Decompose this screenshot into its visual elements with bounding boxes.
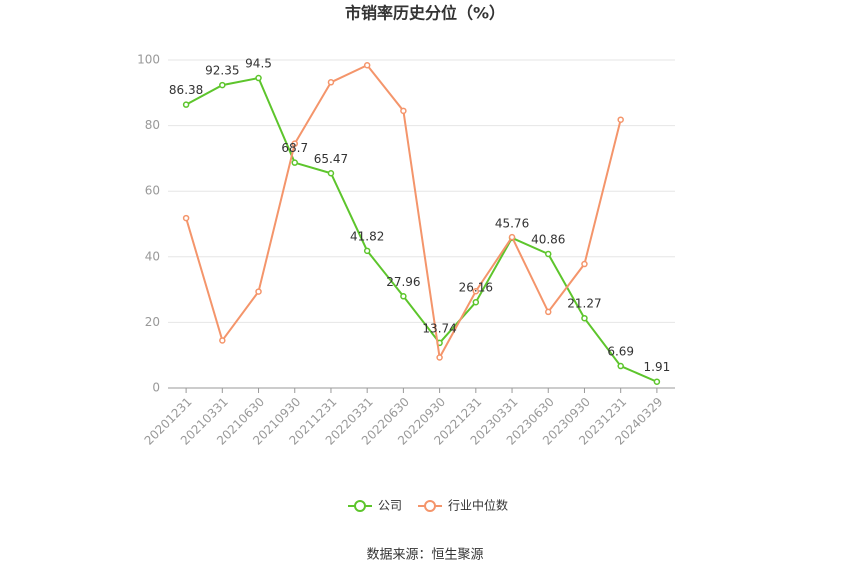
point bbox=[182, 214, 190, 222]
point bbox=[219, 81, 226, 89]
point bbox=[617, 362, 624, 370]
point bbox=[327, 170, 335, 177]
point bbox=[581, 314, 588, 322]
legend-label: 公司 bbox=[378, 499, 402, 513]
data-label: 27.96 bbox=[386, 275, 420, 289]
data-label: 94.5 bbox=[245, 57, 272, 71]
point bbox=[255, 74, 262, 82]
point bbox=[291, 159, 298, 166]
data-label: 6.69 bbox=[607, 345, 634, 359]
point bbox=[436, 354, 443, 361]
point bbox=[291, 140, 298, 147]
data-label: 92.35 bbox=[205, 64, 239, 78]
source: 数据来源：恒生聚源 bbox=[366, 548, 483, 563]
data-label: 1.91 bbox=[644, 360, 671, 374]
point bbox=[219, 337, 226, 344]
point bbox=[400, 107, 407, 115]
data-label: 65.47 bbox=[314, 152, 348, 166]
y-tick-label: 40 bbox=[145, 249, 160, 263]
point bbox=[363, 61, 371, 69]
data-label: 86.38 bbox=[169, 83, 203, 97]
chart-title: 市销率历史分位（%） bbox=[345, 4, 505, 23]
point bbox=[617, 116, 624, 123]
data-label: 26.16 bbox=[459, 281, 493, 295]
point bbox=[472, 298, 480, 306]
point bbox=[545, 250, 552, 258]
data-label: 40.86 bbox=[531, 232, 565, 246]
point bbox=[653, 378, 661, 385]
y-tick-label: 60 bbox=[145, 184, 160, 198]
y-tick-label: 0 bbox=[152, 381, 160, 395]
legend-label: 行业中位数 bbox=[448, 498, 508, 513]
y-tick-label: 20 bbox=[145, 315, 160, 329]
y-tick-label: 80 bbox=[145, 118, 160, 132]
y-tick-label: 100 bbox=[137, 53, 160, 67]
point bbox=[182, 101, 190, 108]
point bbox=[327, 79, 335, 86]
point bbox=[545, 308, 552, 316]
point bbox=[581, 260, 588, 268]
point bbox=[363, 247, 371, 255]
point bbox=[400, 293, 407, 300]
series-line bbox=[185, 76, 658, 383]
data-label: 41.82 bbox=[350, 229, 384, 243]
data-label: 68.7 bbox=[281, 141, 308, 155]
point bbox=[255, 288, 262, 295]
legend-marker bbox=[424, 500, 437, 512]
data-label: 45.76 bbox=[495, 216, 529, 230]
point bbox=[472, 287, 480, 295]
data-label: 21.27 bbox=[567, 297, 601, 311]
point bbox=[508, 233, 516, 241]
data-label: 13.74 bbox=[422, 321, 456, 335]
legend-marker bbox=[354, 500, 366, 512]
